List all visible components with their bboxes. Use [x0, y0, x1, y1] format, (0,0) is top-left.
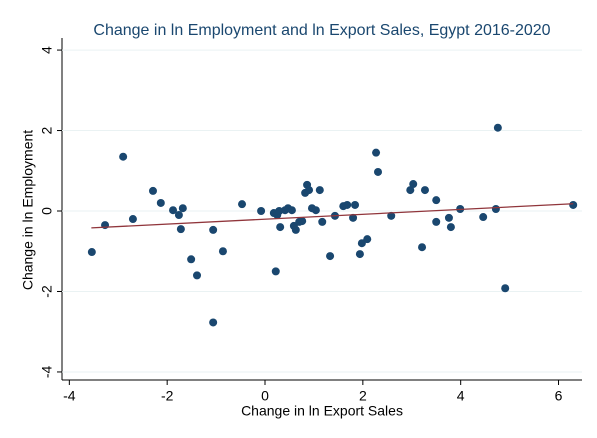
scatter-point — [363, 235, 372, 244]
scatter-point — [420, 186, 429, 195]
x-tick-label: -2 — [161, 388, 174, 404]
scatter-point — [432, 196, 441, 205]
scatter-point — [271, 267, 280, 276]
scatter-point — [501, 284, 510, 293]
scatter-point — [374, 167, 383, 176]
scatter-point — [209, 225, 218, 234]
scatter-point — [257, 207, 266, 216]
scatter-point — [311, 206, 320, 215]
y-tick-label: -2 — [39, 285, 55, 298]
x-tick-label: 2 — [359, 388, 367, 404]
scatter-point — [187, 255, 196, 264]
scatter-point — [238, 200, 247, 209]
x-tick-label: 6 — [555, 388, 563, 404]
scatter-point — [432, 217, 441, 226]
scatter-point — [291, 225, 300, 234]
scatter-point — [156, 198, 165, 207]
scatter-point — [298, 217, 307, 226]
chart-title: Change in ln Employment and ln Export Sa… — [93, 22, 550, 39]
y-axis-label: Change in ln Employment — [20, 130, 36, 290]
scatter-point — [418, 243, 427, 252]
scatter-point — [444, 213, 453, 222]
y-tick-label: 2 — [39, 126, 55, 134]
scatter-point — [193, 271, 202, 280]
scatter-point — [372, 148, 381, 157]
scatter-point — [128, 215, 137, 224]
scatter-point — [209, 318, 218, 327]
scatter-point — [218, 247, 227, 256]
scatter-point — [351, 200, 360, 209]
scatter-point — [355, 250, 364, 259]
scatter-point — [326, 252, 335, 261]
x-tick-label: -4 — [63, 388, 76, 404]
scatter-point — [479, 213, 488, 222]
scatter-point — [174, 211, 183, 220]
y-tick-label: 4 — [39, 46, 55, 54]
scatter-point — [387, 211, 396, 220]
scatter-point — [349, 213, 358, 222]
scatter-point — [87, 248, 96, 257]
scatter-point — [569, 200, 578, 209]
scatter-point — [305, 186, 314, 195]
scatter-point — [446, 223, 455, 232]
scatter-point — [148, 186, 157, 195]
scatter-point — [493, 123, 502, 132]
scatter-point — [406, 186, 415, 195]
y-tick-label: -4 — [39, 366, 55, 379]
scatter-point — [287, 206, 296, 215]
scatter-point — [318, 217, 327, 226]
scatter-point — [409, 180, 418, 189]
scatter-point — [176, 225, 185, 234]
y-tick-label: 0 — [39, 207, 55, 215]
scatter-point — [276, 223, 285, 232]
scatter-point — [169, 206, 178, 215]
scatter-point — [343, 200, 352, 209]
scatter-point — [178, 204, 187, 213]
x-tick-label: 4 — [457, 388, 465, 404]
x-tick-label: 0 — [261, 388, 269, 404]
scatter-point — [491, 205, 500, 213]
scatter-point — [119, 152, 128, 161]
scatter-point — [275, 207, 284, 216]
fit-line — [91, 203, 574, 229]
x-axis-label: Change in ln Export Sales — [241, 403, 403, 419]
scatter-point — [315, 186, 324, 195]
